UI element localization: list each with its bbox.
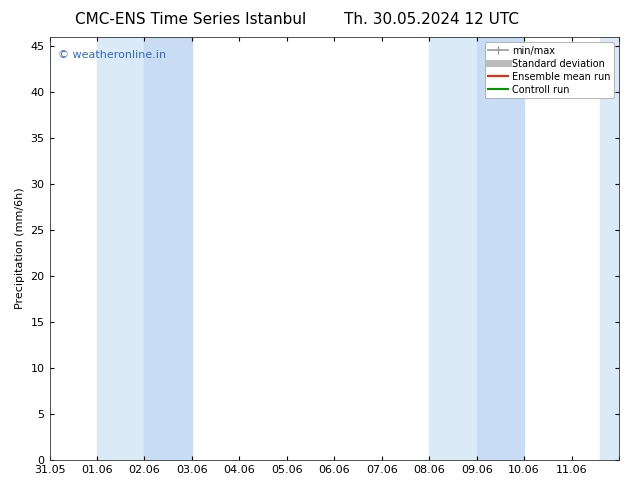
Legend: min/max, Standard deviation, Ensemble mean run, Controll run: min/max, Standard deviation, Ensemble me… [484,42,614,98]
Bar [97,37,145,460]
Text: Th. 30.05.2024 12 UTC: Th. 30.05.2024 12 UTC [344,12,519,27]
Y-axis label: Precipitation (mm/6h): Precipitation (mm/6h) [15,188,25,309]
Text: © weatheronline.in: © weatheronline.in [58,50,166,60]
Text: CMC-ENS Time Series Istanbul: CMC-ENS Time Series Istanbul [75,12,306,27]
Bar [145,37,192,460]
Bar [477,37,524,460]
Bar [429,37,477,460]
Bar [600,37,619,460]
